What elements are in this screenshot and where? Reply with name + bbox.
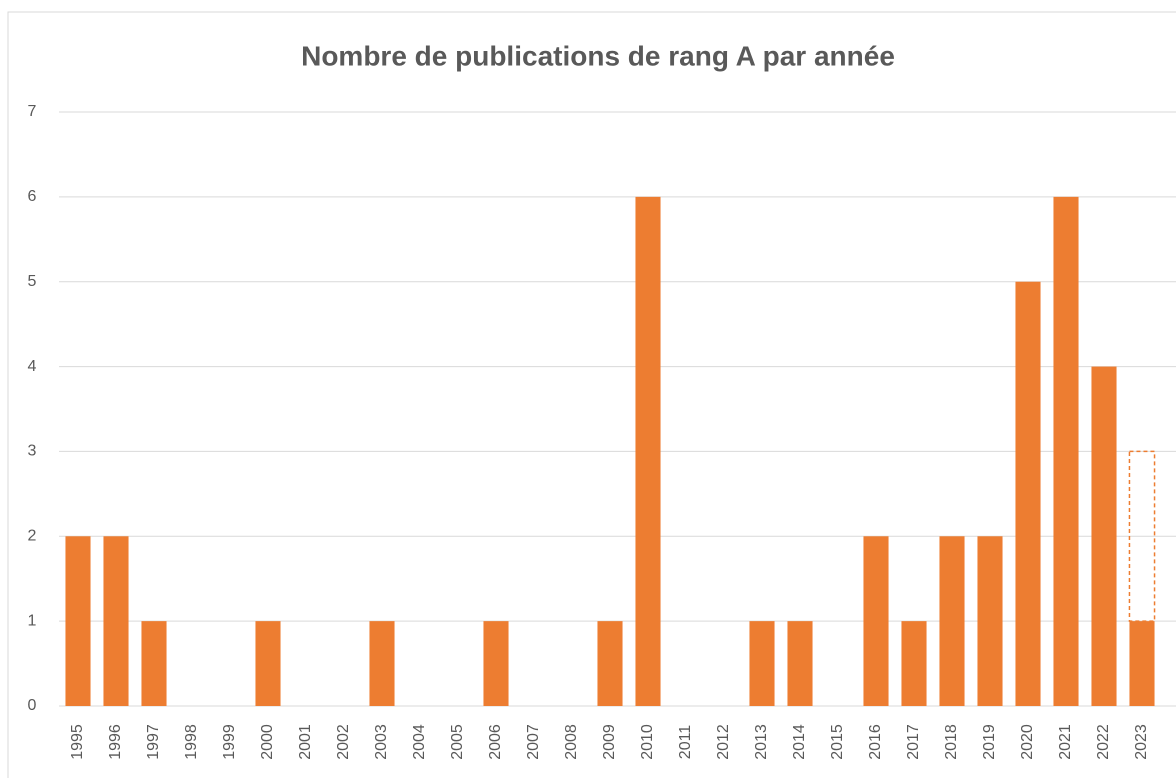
x-tick-label: 2011 bbox=[677, 725, 694, 760]
x-tick-label: 2008 bbox=[563, 724, 580, 760]
x-tick-label: 2016 bbox=[867, 724, 884, 760]
y-tick-label: 2 bbox=[28, 528, 37, 545]
x-tick-label: 2018 bbox=[943, 724, 960, 760]
y-tick-label: 5 bbox=[28, 273, 37, 290]
x-tick-label: 2012 bbox=[715, 724, 732, 760]
x-tick-label: 2022 bbox=[1095, 724, 1112, 760]
x-tick-label: 2017 bbox=[905, 724, 922, 760]
bar bbox=[103, 536, 129, 706]
y-tick-label: 3 bbox=[28, 443, 37, 460]
x-tick-label: 2013 bbox=[753, 724, 770, 760]
x-tick-label: 2002 bbox=[335, 724, 352, 760]
bar bbox=[255, 621, 281, 706]
bar bbox=[1128, 450, 1156, 622]
chart-border bbox=[7, 11, 1176, 778]
y-tick-label: 7 bbox=[28, 103, 37, 120]
y-tick-label: 6 bbox=[28, 188, 37, 205]
y-tick-label: 4 bbox=[28, 358, 37, 375]
bar bbox=[65, 536, 91, 706]
x-tick-label: 2000 bbox=[259, 724, 276, 760]
x-tick-label: 2010 bbox=[639, 724, 656, 760]
bar bbox=[369, 621, 395, 706]
bar bbox=[977, 536, 1003, 706]
x-tick-label: 1997 bbox=[145, 724, 162, 760]
x-tick-label: 2014 bbox=[791, 724, 808, 760]
bar bbox=[939, 536, 965, 706]
x-tick-label: 2007 bbox=[525, 724, 542, 760]
bar bbox=[863, 536, 889, 706]
bar bbox=[1091, 366, 1117, 706]
x-tick-label: 2001 bbox=[297, 724, 314, 760]
bar bbox=[483, 621, 509, 706]
x-tick-label: 1999 bbox=[221, 724, 238, 760]
y-tick-label: 1 bbox=[28, 612, 37, 629]
x-tick-label: 1996 bbox=[107, 724, 124, 760]
x-tick-label: 1998 bbox=[183, 724, 200, 760]
bar bbox=[787, 621, 813, 706]
bar bbox=[141, 621, 167, 706]
bar bbox=[1129, 621, 1155, 706]
bar bbox=[1053, 196, 1079, 706]
bar bbox=[1015, 281, 1041, 706]
x-tick-label: 2003 bbox=[373, 724, 390, 760]
x-tick-label: 2021 bbox=[1057, 724, 1074, 760]
x-tick-label: 2009 bbox=[601, 724, 618, 760]
bar bbox=[635, 196, 661, 706]
x-tick-label: 2019 bbox=[981, 724, 998, 760]
x-tick-label: 2020 bbox=[1019, 724, 1036, 760]
x-tick-label: 2006 bbox=[487, 724, 504, 760]
x-tick-label: 2015 bbox=[829, 724, 846, 760]
y-tick-label: 0 bbox=[28, 697, 37, 714]
x-tick-label: 2023 bbox=[1133, 724, 1150, 760]
x-tick-label: 2004 bbox=[411, 724, 428, 760]
bar bbox=[749, 621, 775, 706]
bar bbox=[901, 621, 927, 706]
bar bbox=[597, 621, 623, 706]
x-tick-label: 1995 bbox=[69, 724, 86, 760]
chart-title: Nombre de publications de rang A par ann… bbox=[301, 40, 895, 71]
x-tick-label: 2005 bbox=[449, 724, 466, 760]
